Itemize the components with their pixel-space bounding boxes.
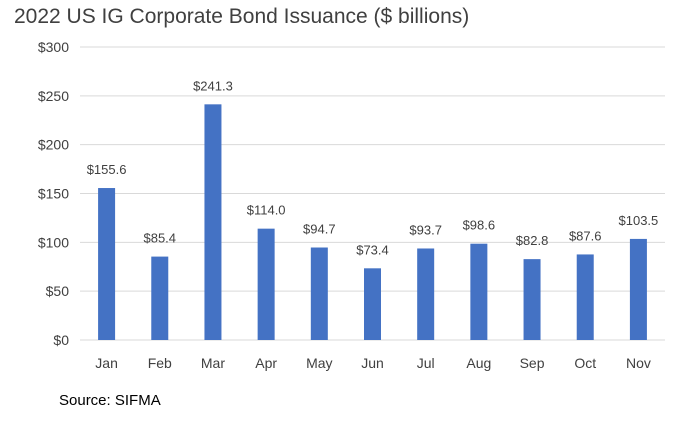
data-label: $114.0 — [247, 203, 286, 218]
x-tick-label: May — [306, 355, 332, 371]
bar — [364, 268, 381, 340]
x-tick-label: Jul — [417, 355, 435, 371]
x-tick-label: Sep — [520, 355, 545, 371]
bar — [98, 188, 116, 340]
y-tick-label: $100 — [38, 234, 69, 250]
x-tick-label: Nov — [626, 355, 651, 371]
data-label: $241.3 — [193, 78, 233, 93]
x-axis-ticks: Jan Feb Mar Apr May Jun Jul Aug Sep Oct Nov — [95, 355, 651, 371]
data-labels: $155.6 $85.4 $241.3 $114.0 $94.7 $73.4 $93.7 $9… — [87, 78, 659, 257]
bar — [523, 259, 541, 340]
y-tick-label: $250 — [38, 88, 69, 104]
bar — [257, 228, 275, 340]
x-tick-label: Apr — [255, 355, 277, 371]
data-label: $73.4 — [356, 242, 389, 257]
y-tick-label: $200 — [38, 137, 69, 153]
bar — [204, 104, 222, 341]
data-label: $85.4 — [143, 231, 176, 246]
bar — [576, 254, 594, 340]
data-label: $103.5 — [619, 213, 659, 228]
data-label: $87.6 — [569, 228, 602, 243]
bar — [310, 247, 328, 340]
x-tick-label: Jun — [361, 355, 384, 371]
x-tick-label: Mar — [201, 355, 225, 371]
data-label: $93.7 — [409, 222, 442, 237]
data-label: $155.6 — [87, 162, 127, 177]
data-label: $94.7 — [303, 222, 336, 237]
x-tick-label: Aug — [466, 355, 491, 371]
data-label: $82.8 — [516, 233, 549, 248]
bars — [98, 104, 647, 341]
y-tick-label: $50 — [46, 283, 70, 299]
bar — [417, 248, 435, 340]
x-tick-label: Feb — [148, 355, 172, 371]
bar — [151, 256, 169, 340]
data-label: $98.6 — [463, 218, 496, 233]
chart-title: 2022 US IG Corporate Bond Issuance ($ bi… — [14, 5, 470, 28]
bar — [629, 238, 647, 340]
bar — [470, 243, 488, 340]
x-tick-label: Oct — [574, 355, 596, 371]
y-tick-label: $0 — [53, 332, 69, 348]
source-note: Source: SIFMA — [59, 392, 161, 409]
y-axis-ticks: $0 $50 $100 $150 $200 $250 $300 — [38, 39, 69, 348]
y-tick-label: $300 — [38, 39, 69, 55]
x-tick-label: Jan — [95, 355, 118, 371]
y-tick-label: $150 — [38, 186, 69, 202]
